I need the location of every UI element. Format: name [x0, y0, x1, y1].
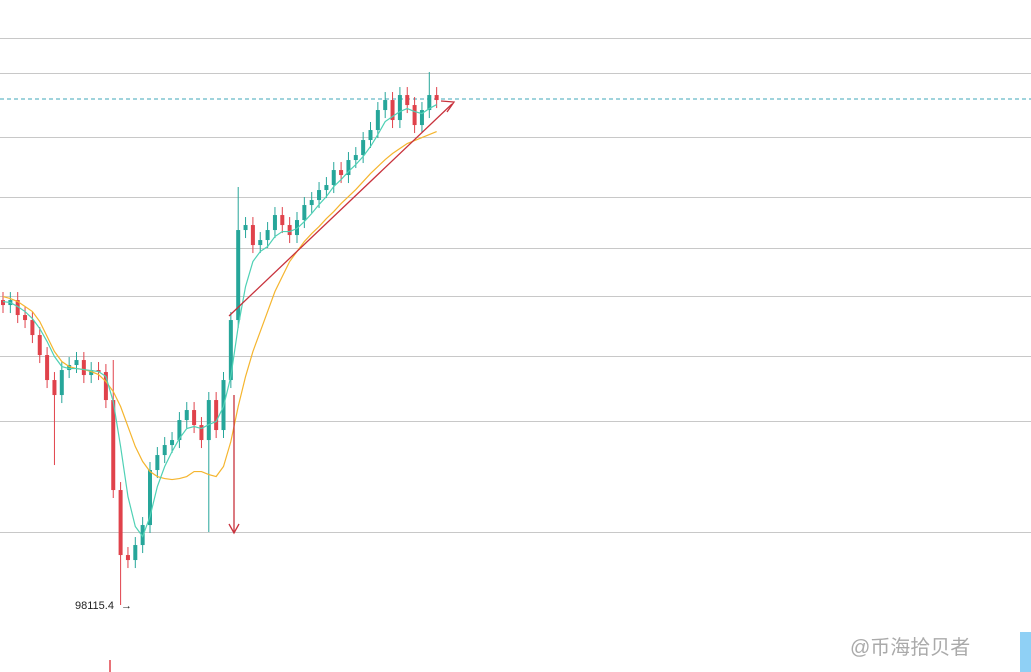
candle-body — [331, 170, 336, 186]
moving-average — [2, 130, 437, 481]
candle-body — [287, 225, 292, 236]
candle-body — [265, 230, 270, 241]
candle-body — [59, 370, 64, 396]
candle-body — [15, 300, 20, 316]
candle-body — [317, 190, 322, 201]
candle-body — [236, 230, 241, 321]
candle-body — [81, 360, 86, 376]
candle-body — [346, 160, 351, 176]
candle-body — [309, 200, 314, 206]
candle-body — [250, 225, 255, 246]
candle-body — [214, 400, 219, 431]
arrow-head — [440, 100, 456, 113]
candle-body — [111, 400, 116, 491]
candle-body — [228, 320, 233, 381]
watermark: @币海拾贝者 — [850, 636, 970, 659]
candle-body — [162, 445, 167, 456]
candle-body — [89, 370, 94, 376]
candle-body — [103, 372, 108, 401]
candle-body — [206, 400, 211, 441]
candle-body — [23, 315, 28, 321]
candle-body — [30, 320, 35, 336]
candle-body — [184, 410, 189, 421]
side-block — [1020, 632, 1031, 672]
candle-body — [375, 110, 380, 131]
candle-body — [118, 490, 123, 556]
candle-body — [339, 170, 344, 176]
candle-body — [427, 95, 432, 111]
candle-body — [243, 225, 248, 231]
low-label: 98115.4 — [75, 600, 114, 612]
candle-body — [133, 545, 138, 561]
candle-body — [390, 100, 395, 121]
candle-body — [192, 410, 197, 426]
arrow-head — [228, 523, 240, 535]
candle-body — [353, 155, 358, 161]
candle-body — [361, 140, 366, 156]
candle-body — [412, 105, 417, 126]
candle-body — [155, 455, 160, 471]
candle-body — [45, 355, 50, 381]
candle-body — [383, 100, 388, 111]
candle-body — [125, 555, 130, 561]
candle-body — [272, 215, 277, 231]
candle-body — [177, 420, 182, 441]
candle-body — [368, 130, 373, 141]
candle-body — [199, 425, 204, 441]
moving-average — [2, 104, 437, 538]
candle-body — [37, 335, 42, 356]
low-arrow: → — [121, 600, 132, 612]
candle-body — [295, 220, 299, 236]
candle-body — [434, 95, 439, 101]
candle-body — [67, 365, 72, 371]
grid — [0, 38, 1031, 533]
candle-body — [397, 95, 402, 121]
trend-arrow — [228, 103, 453, 317]
candle-body — [74, 360, 79, 366]
candle-body — [258, 240, 263, 246]
candle-body — [52, 380, 57, 396]
candle-body — [302, 205, 307, 221]
candle-body — [324, 185, 329, 191]
plot — [1, 72, 439, 605]
candle-body — [405, 95, 410, 106]
candle-body — [1, 300, 5, 306]
candle-body — [148, 470, 152, 526]
candle-body — [419, 110, 424, 126]
candle-body — [170, 440, 175, 446]
candle-body — [280, 215, 285, 226]
